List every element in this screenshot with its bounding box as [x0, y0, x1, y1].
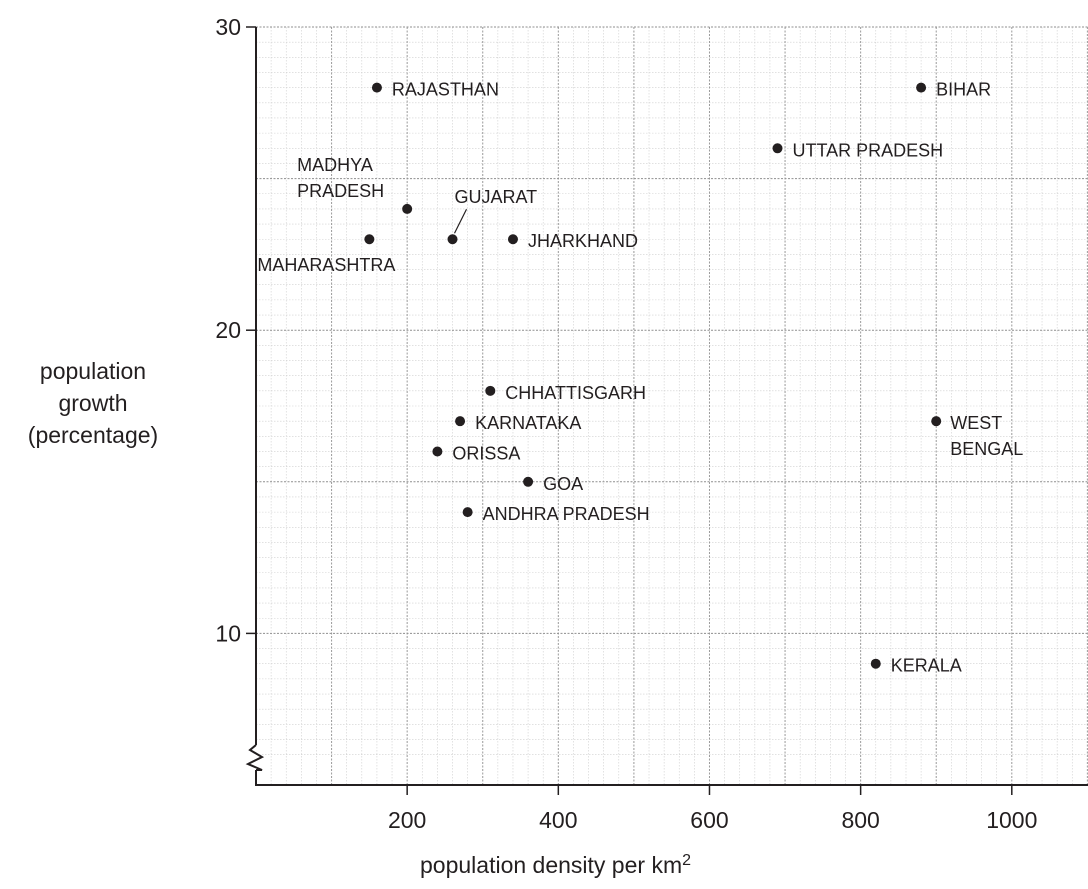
data-point [485, 385, 496, 396]
y-tick-label: 30 [215, 14, 241, 40]
y-axis-label: population growth (percentage) [0, 355, 186, 451]
y-axis-label-line-3: (percentage) [27, 422, 159, 448]
data-point [772, 143, 783, 154]
gujarat-leader-line [453, 208, 468, 234]
data-point [371, 82, 382, 93]
point-label: GOA [543, 474, 583, 494]
data-points [364, 82, 942, 669]
x-axis-label: population density per km2 [420, 852, 920, 879]
point-labels: RAJASTHAN BIHAR UTTAR PRADESH MADHYA PRADESH… [257, 80, 1023, 676]
x-tick-label: 400 [539, 807, 577, 833]
x-tick-label: 1000 [986, 807, 1037, 833]
data-point [432, 446, 443, 457]
data-point [447, 234, 458, 245]
x-tick-label: 800 [841, 807, 879, 833]
x-tick-label: 200 [388, 807, 426, 833]
grid-minor [256, 27, 1088, 785]
tick-labels: 200 400 600 800 1000 10 20 30 [215, 14, 1037, 833]
point-label: WEST [950, 413, 1002, 433]
point-label: MAHARASHTRA [257, 255, 395, 275]
x-tick-label: 600 [690, 807, 728, 833]
point-label: GUJARAT [455, 187, 538, 207]
point-label: MADHYA [297, 155, 373, 175]
point-label: JHARKHAND [528, 231, 638, 251]
data-point [364, 234, 375, 245]
point-label: ANDHRA PRADESH [483, 504, 650, 524]
x-axis-label-superscript: 2 [682, 852, 692, 869]
y-tick-label: 10 [215, 620, 241, 646]
y-axis-label-line-2: growth [58, 390, 128, 416]
data-point [916, 82, 927, 93]
y-tick-label: 20 [215, 317, 241, 343]
point-label: PRADESH [297, 181, 384, 201]
point-label: KARNATAKA [475, 413, 581, 433]
data-point [507, 234, 518, 245]
axes [245, 26, 1088, 795]
point-label: UTTAR PRADESH [793, 140, 944, 160]
point-label: RAJASTHAN [392, 80, 499, 100]
y-axis-label-line-1: population [39, 358, 147, 384]
point-label: CHHATTISGARH [505, 383, 646, 403]
data-point [455, 416, 466, 427]
data-point [523, 476, 534, 487]
point-label: KERALA [891, 656, 962, 676]
data-point [462, 507, 473, 518]
grid-major [256, 26, 1088, 785]
y-axis-break-mark [245, 744, 265, 771]
data-point [931, 416, 942, 427]
data-point [402, 203, 413, 214]
point-label: ORISSA [452, 443, 520, 463]
point-label: BENGAL [950, 439, 1023, 459]
data-point [870, 658, 881, 669]
point-label: BIHAR [936, 80, 991, 100]
x-axis-label-text: population density per km [420, 852, 683, 878]
